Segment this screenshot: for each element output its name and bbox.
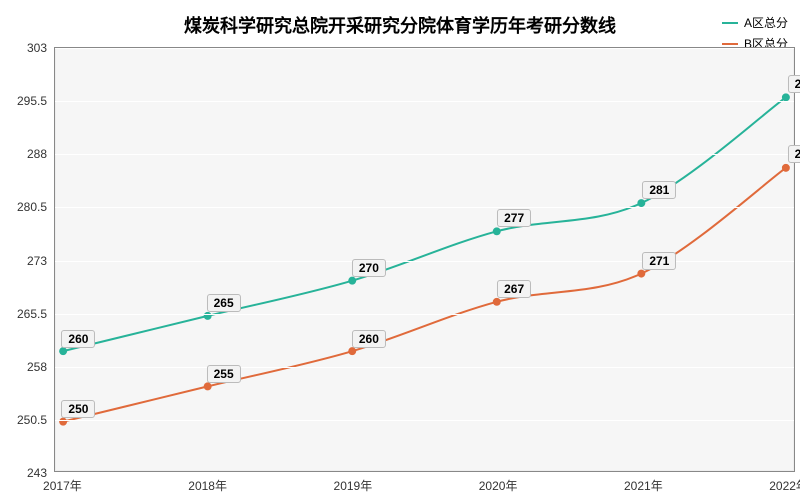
legend-swatch-a — [722, 22, 738, 24]
data-label: 260 — [352, 330, 386, 348]
x-tick-label: 2022年 — [769, 471, 800, 494]
x-tick-label: 2021年 — [624, 471, 663, 494]
x-tick-label: 2018年 — [188, 471, 227, 494]
legend-label-a: A区总分 — [744, 14, 788, 31]
y-tick-label: 250.5 — [17, 413, 55, 427]
grid-line — [55, 154, 794, 155]
y-tick-label: 280.5 — [17, 200, 55, 214]
data-label: 255 — [207, 365, 241, 383]
series-line — [63, 168, 786, 422]
series-lines — [55, 48, 794, 471]
data-label: 277 — [497, 209, 531, 227]
grid-line — [55, 314, 794, 315]
grid-line — [55, 207, 794, 208]
series-marker — [493, 227, 501, 235]
legend-item-a: A区总分 — [722, 14, 788, 31]
y-tick-label: 303 — [27, 41, 55, 55]
series-marker — [637, 199, 645, 207]
series-marker — [204, 382, 212, 390]
x-tick-label: 2020年 — [479, 471, 518, 494]
series-marker — [637, 270, 645, 278]
data-label: 281 — [642, 181, 676, 199]
data-label: 267 — [497, 280, 531, 298]
data-label: 270 — [352, 259, 386, 277]
series-marker — [59, 347, 67, 355]
grid-line — [55, 261, 794, 262]
x-tick-label: 2019年 — [334, 471, 373, 494]
y-tick-label: 295.5 — [17, 94, 55, 108]
legend-swatch-b — [722, 43, 738, 45]
chart-title: 煤炭科学研究总院开采研究分院体育学历年考研分数线 — [0, 12, 800, 38]
series-marker — [59, 418, 67, 426]
y-tick-label: 258 — [27, 360, 55, 374]
series-marker — [348, 347, 356, 355]
data-label: 260 — [61, 330, 95, 348]
grid-line — [55, 367, 794, 368]
series-marker — [782, 93, 790, 101]
grid-line — [55, 420, 794, 421]
series-marker — [782, 164, 790, 172]
grid-line — [55, 101, 794, 102]
data-label: 286 — [788, 145, 800, 163]
y-tick-label: 265.5 — [17, 307, 55, 321]
data-label: 265 — [207, 294, 241, 312]
grid-line — [55, 473, 794, 474]
data-label: 250 — [61, 400, 95, 418]
series-marker — [493, 298, 501, 306]
y-tick-label: 288 — [27, 147, 55, 161]
grid-line — [55, 48, 794, 49]
series-marker — [348, 277, 356, 285]
x-tick-label: 2017年 — [43, 471, 82, 494]
plot-area: 243250.5258265.5273280.5288295.53032017年… — [54, 47, 795, 472]
data-label: 296 — [788, 75, 800, 93]
line-chart: 煤炭科学研究总院开采研究分院体育学历年考研分数线 A区总分 B区总分 24325… — [0, 0, 800, 500]
y-tick-label: 273 — [27, 254, 55, 268]
data-label: 271 — [642, 252, 676, 270]
